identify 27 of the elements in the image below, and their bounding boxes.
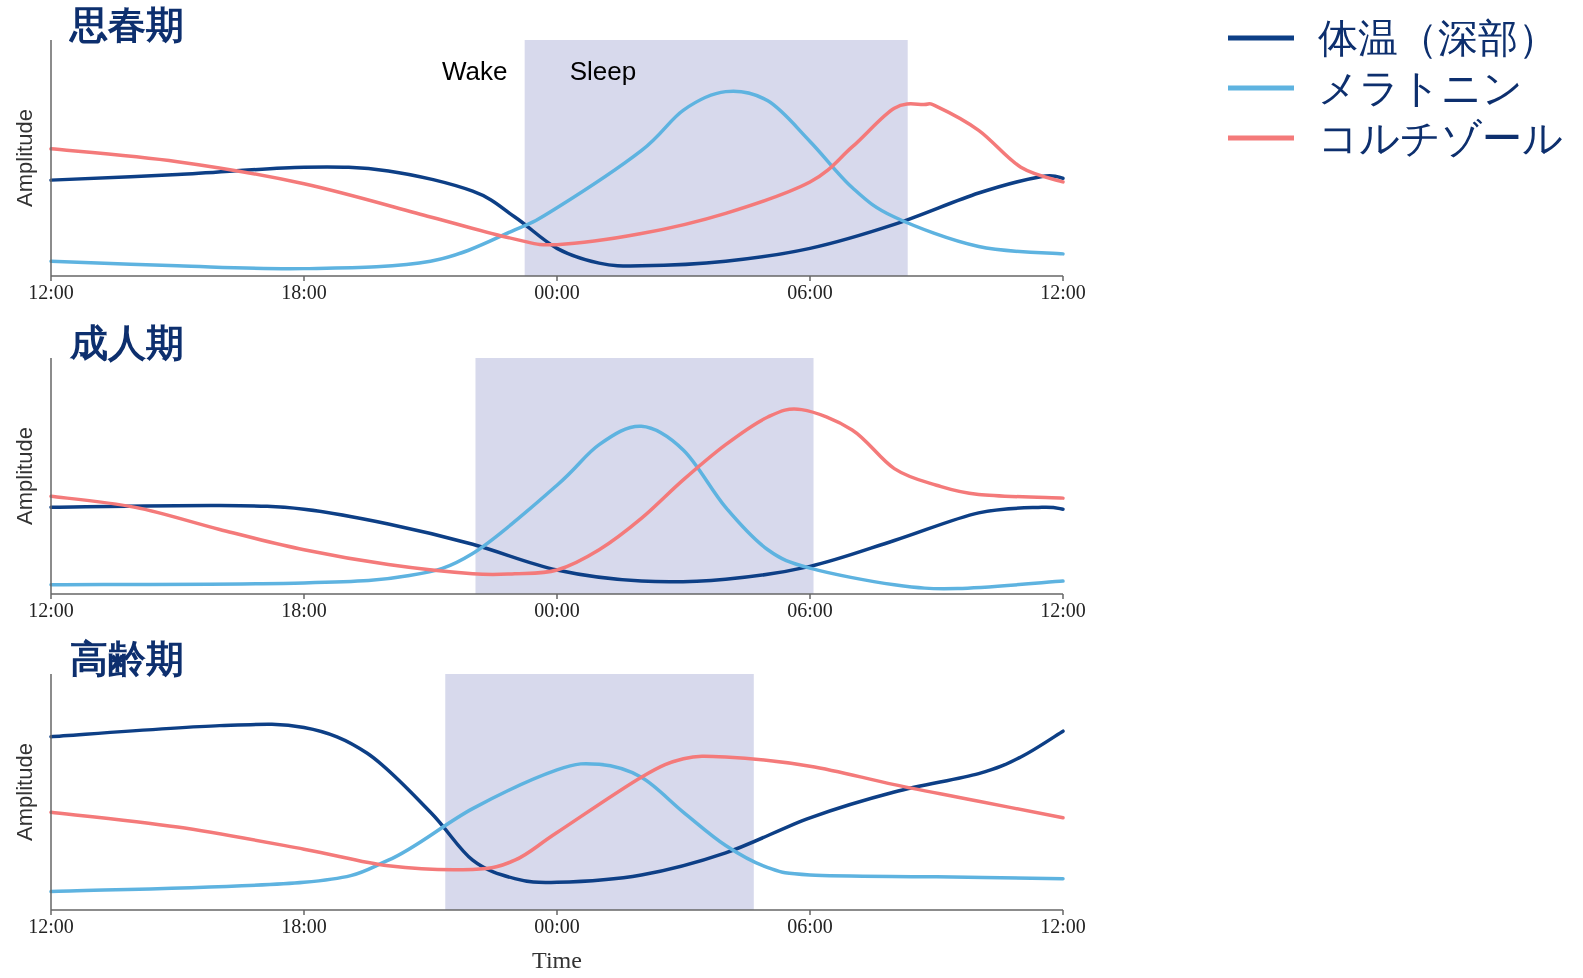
x-tick-label: 00:00 — [534, 281, 580, 303]
legend-label: メラトニン — [1318, 66, 1523, 110]
x-tick-label: 12:00 — [1040, 599, 1086, 621]
band-label: Sleep — [569, 56, 637, 86]
y-axis-title: Amplitude — [12, 109, 37, 207]
y-axis-title: Amplitude — [12, 427, 37, 525]
x-tick-label: 18:00 — [281, 599, 327, 621]
x-axis-title: Time — [532, 947, 582, 973]
chart-title: 高齢期 — [70, 638, 184, 680]
x-tick-label: 18:00 — [281, 281, 327, 303]
x-tick-label: 18:00 — [281, 915, 327, 937]
legend-label: 体温（深部） — [1318, 16, 1558, 60]
x-tick-label: 12:00 — [28, 281, 74, 303]
x-tick-label: 12:00 — [1040, 915, 1086, 937]
x-tick-label: 00:00 — [534, 599, 580, 621]
chart-title: 思春期 — [68, 4, 184, 46]
chart-title: 成人期 — [69, 322, 184, 364]
x-tick-label: 12:00 — [1040, 281, 1086, 303]
x-tick-label: 06:00 — [787, 281, 833, 303]
x-tick-label: 00:00 — [534, 915, 580, 937]
x-tick-label: 12:00 — [28, 599, 74, 621]
text: Wake — [441, 56, 508, 86]
y-axis-title: Amplitude — [12, 743, 37, 841]
x-tick-label: 06:00 — [787, 599, 833, 621]
x-tick-label: 06:00 — [787, 915, 833, 937]
legend-label: コルチゾール — [1318, 116, 1563, 160]
x-tick-label: 12:00 — [28, 915, 74, 937]
